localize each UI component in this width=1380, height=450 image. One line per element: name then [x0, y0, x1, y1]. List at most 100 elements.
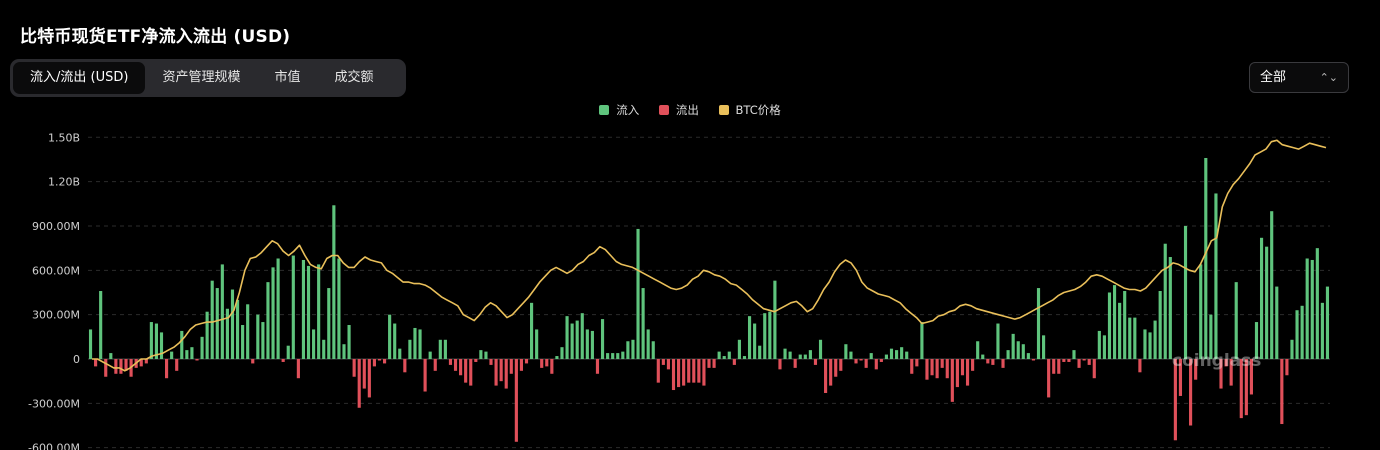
- inflow-bar: [235, 299, 240, 359]
- outflow-bar: [854, 359, 858, 364]
- outflow-bar: [824, 359, 828, 393]
- inflow-bar: [727, 351, 731, 359]
- outflow-bar: [514, 359, 518, 442]
- tab-volume[interactable]: 成交额: [334, 70, 374, 85]
- page-title: 比特币现货ETF净流入流出 (USD): [20, 27, 291, 47]
- inflow-bar: [753, 323, 757, 359]
- inflow-bar: [1234, 282, 1238, 359]
- outflow-bar: [656, 359, 660, 383]
- inflow-bar: [230, 289, 235, 359]
- inflow-bar: [818, 339, 823, 359]
- outflow-bar: [1067, 359, 1071, 362]
- inflow-bar: [1123, 291, 1127, 359]
- outflow-bar: [955, 359, 959, 388]
- inflow-bar: [849, 351, 853, 359]
- outflow-bar: [1224, 359, 1228, 367]
- legend-item-outflow[interactable]: 流出: [658, 102, 699, 118]
- inflow-bar: [742, 356, 747, 359]
- outflow-bar: [1173, 359, 1177, 441]
- inflow-bar: [616, 353, 620, 359]
- inflow-bar: [1118, 302, 1122, 359]
- tab-market-cap[interactable]: 市值: [274, 70, 301, 85]
- inflow-bar: [631, 339, 635, 359]
- btc-price-series-line: [92, 139, 1327, 372]
- outflow-bar: [1249, 359, 1253, 395]
- tab-inflow-outflow[interactable]: 流入/流出 (USD): [13, 62, 146, 94]
- inflow-bar: [388, 314, 392, 359]
- legend-swatch-inflow: [599, 105, 610, 115]
- inflow-bar: [200, 336, 204, 359]
- outflow-bar: [697, 359, 701, 383]
- inflow-bar: [408, 339, 412, 359]
- inflow-bar: [565, 316, 569, 359]
- inflow-bar: [443, 339, 447, 359]
- inflow-bar: [808, 350, 812, 359]
- inflow-bar: [1158, 291, 1162, 359]
- legend-item-btc-price[interactable]: BTC价格: [718, 102, 781, 118]
- inflow-bar: [215, 288, 219, 359]
- etf-filter-select[interactable]: 全部 ⌃⌄: [1249, 62, 1349, 93]
- inflow-bar: [889, 348, 894, 359]
- inflow-bar: [276, 258, 280, 359]
- outflow-bar: [499, 359, 503, 382]
- inflow-bar: [636, 228, 640, 359]
- inflow-bar: [575, 320, 579, 359]
- inflow-bar: [1305, 258, 1309, 359]
- inflow-bar: [170, 351, 174, 359]
- outflow-bar: [448, 359, 453, 365]
- outflow-bar: [677, 359, 681, 388]
- inflow-bar: [606, 353, 610, 359]
- inflow-bar: [225, 308, 229, 359]
- outflow-bar: [489, 359, 493, 365]
- inflow-bar: [159, 332, 164, 359]
- inflow-bar: [1011, 333, 1015, 359]
- inflow-bar: [1204, 157, 1208, 359]
- legend-item-inflow[interactable]: 流入: [599, 102, 639, 118]
- inflow-bar: [651, 341, 655, 359]
- inflow-bar: [1254, 322, 1259, 359]
- outflow-bar: [362, 359, 366, 389]
- legend-label-btc-price: BTC价格: [735, 103, 781, 117]
- inflow-bar: [1153, 320, 1157, 359]
- outflow-bar: [423, 359, 427, 392]
- outflow-bar: [910, 359, 914, 374]
- inflow-bar: [976, 341, 980, 359]
- inflow-bar: [286, 345, 290, 359]
- outflow-bar: [986, 359, 990, 364]
- inflow-bar: [570, 323, 574, 359]
- inflow-bar: [306, 265, 311, 359]
- outflow-bar: [524, 359, 529, 364]
- inflow-bar: [1163, 243, 1167, 359]
- outflow-bar: [960, 359, 965, 376]
- outflow-bar: [114, 359, 118, 374]
- outflow-bar: [950, 359, 954, 402]
- inflow-bar: [626, 341, 630, 359]
- outflow-bar: [352, 359, 356, 377]
- legend-label-inflow: 流入: [616, 103, 640, 117]
- coinglass-watermark: coinglass: [1172, 351, 1262, 371]
- outflow-bar: [864, 359, 868, 368]
- inflow-bar: [413, 327, 417, 359]
- tab-aum[interactable]: 资产管理规模: [162, 70, 241, 85]
- inflow-bar: [1021, 344, 1025, 359]
- inflow-bar: [1016, 341, 1020, 359]
- inflow-bar: [905, 351, 909, 359]
- inflow-bar: [1320, 302, 1324, 359]
- inflow-bar: [149, 322, 153, 359]
- flow-bars: [88, 157, 1330, 442]
- inflow-bar: [1006, 350, 1010, 359]
- chevron-up-down-icon: ⌃⌄: [1319, 71, 1338, 84]
- outflow-bar: [1138, 359, 1142, 373]
- outflow-bar: [732, 359, 736, 365]
- inflow-bar: [241, 325, 245, 359]
- inflow-bar: [398, 348, 402, 359]
- inflow-bar: [717, 351, 721, 359]
- outflow-bar: [945, 359, 949, 379]
- inflow-bar: [1270, 211, 1274, 359]
- outflow-bar: [1047, 359, 1051, 398]
- inflow-bar: [1112, 285, 1117, 359]
- outflow-bar: [119, 359, 123, 374]
- outflow-bar: [707, 359, 711, 368]
- outflow-bar: [778, 359, 782, 370]
- outflow-bar: [519, 359, 523, 371]
